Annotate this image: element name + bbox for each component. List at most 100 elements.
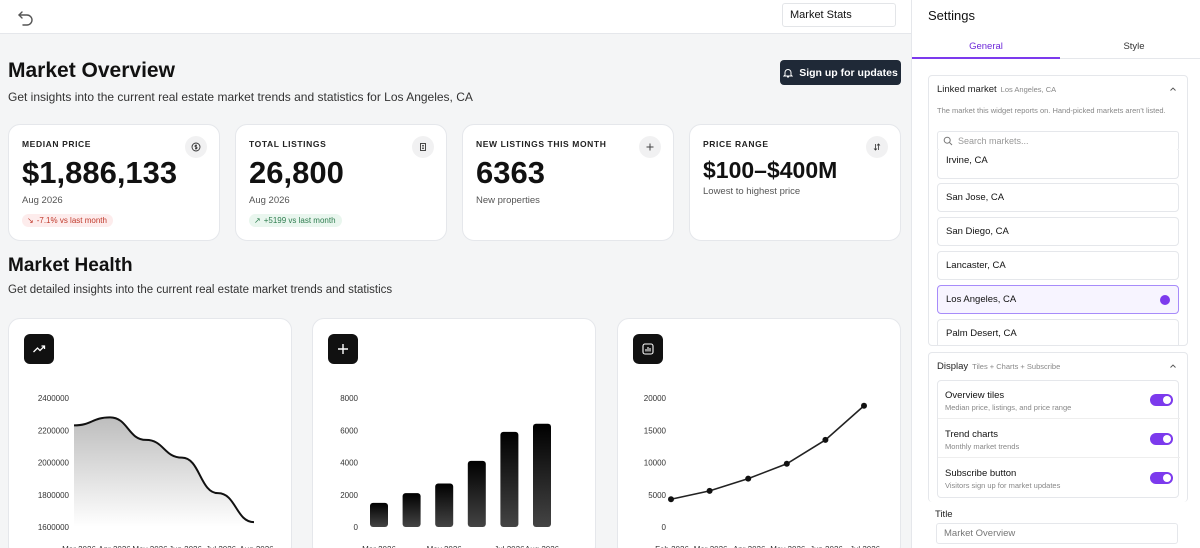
market-stats-field[interactable]: Market Stats: [782, 3, 896, 27]
market-item-los-angeles[interactable]: Los Angeles, CA: [937, 285, 1179, 314]
badge-text: -7.1% vs last month: [36, 216, 107, 225]
area-chart: 1600000 1800000 2000000 2200000 2400000 Mar 2…: [38, 394, 274, 548]
signup-button[interactable]: Sign up for updates: [780, 60, 901, 85]
tile-label: NEW LISTINGS THIS MONTH: [476, 139, 607, 149]
bar: [435, 483, 454, 527]
x-tick-label: Jul 2026: [850, 545, 881, 548]
bar: [533, 423, 551, 527]
x-tick-label: Jun 2026: [810, 545, 843, 548]
tile-label: PRICE RANGE: [703, 139, 769, 149]
active-tab-indicator: [912, 57, 1060, 59]
tab-general[interactable]: General: [969, 41, 1003, 52]
title-input[interactable]: Market Overview: [936, 523, 1178, 544]
market-item-label: Los Angeles, CA: [946, 294, 1017, 305]
trend-charts-toggle[interactable]: [1150, 433, 1173, 445]
trend-up-icon: [24, 334, 54, 364]
x-tick-label: May 2026: [427, 545, 463, 548]
page-title: Market Overview: [8, 59, 175, 82]
panel-title: Settings: [928, 8, 975, 23]
row-overview-tiles: Overview tiles Median price, listings, a…: [938, 381, 1180, 419]
y-tick-label: 2400000: [38, 394, 70, 403]
data-point: [706, 487, 713, 494]
data-point: [783, 460, 790, 467]
x-tick-label: Apr 2026: [733, 545, 766, 548]
tile-value: 6363: [476, 155, 545, 190]
title-field-label: Title: [935, 509, 953, 520]
y-tick-label: 8000: [340, 394, 358, 403]
tile-note: Aug 2026: [22, 195, 63, 206]
page-subtitle: Get insights into the current real estat…: [8, 90, 473, 104]
tile-note: Aug 2026: [249, 195, 290, 206]
bar: [402, 493, 421, 527]
data-point: [822, 436, 829, 443]
x-tick-label: Feb 2026: [655, 545, 689, 548]
dollar-icon: [185, 136, 207, 158]
y-tick-label: 0: [354, 523, 359, 532]
display-header[interactable]: Display Tiles + Charts + Subscribe: [937, 361, 1060, 372]
tile-value: 26,800: [249, 155, 344, 190]
chevron-up-icon[interactable]: [1169, 85, 1177, 93]
linked-market-header[interactable]: Linked market Los Angeles, CA: [937, 84, 1056, 95]
tile-value: $1,886,133: [22, 155, 178, 190]
chart-card-new-listings: 0 2000 4000 6000 8000 Mar 2026 May 2026 Jul 202…: [312, 318, 596, 548]
tile-note: New properties: [476, 195, 540, 206]
chevron-up-icon[interactable]: [1169, 362, 1177, 370]
market-item-san-jose[interactable]: San Jose, CA: [937, 183, 1179, 212]
y-tick-label: 10000: [644, 459, 667, 468]
row-title: Subscribe button: [945, 468, 1017, 479]
check-icon: [1160, 295, 1170, 305]
section-label: Linked market: [937, 84, 997, 95]
bell-icon: [783, 68, 794, 77]
y-tick-label: 2200000: [38, 426, 70, 435]
x-tick-label: May 2026: [132, 545, 168, 548]
x-tick-label: Jul 2026: [206, 545, 237, 548]
tab-style[interactable]: Style: [1123, 41, 1145, 52]
data-point: [861, 402, 867, 409]
market-item-san-diego[interactable]: San Diego, CA: [937, 217, 1179, 246]
y-tick-label: 1600000: [38, 523, 70, 532]
y-tick-label: 2000000: [38, 459, 70, 468]
market-item-palm-desert[interactable]: Palm Desert, CA: [937, 319, 1179, 345]
bar: [467, 460, 486, 527]
tile-price-range: PRICE RANGE $100–$400M Lowest to highest…: [689, 124, 901, 241]
x-tick-label: Aug 2026: [239, 545, 274, 548]
main-canvas: Market Overview Get insights into the cu…: [0, 35, 911, 548]
section-value: Los Angeles, CA: [1000, 85, 1057, 94]
series-line: [670, 405, 865, 501]
trend-badge: ↘ -7.1% vs last month: [22, 214, 113, 227]
data-point: [745, 475, 752, 482]
trend-badge: ↗ +5199 vs last month: [249, 214, 342, 227]
subscribe-button-toggle[interactable]: [1150, 472, 1173, 484]
search-input[interactable]: Search markets...: [937, 131, 1179, 151]
section-value: Tiles + Charts + Subscribe: [972, 362, 1061, 371]
row-desc: Monthly market trends: [945, 442, 1020, 451]
row-desc: Visitors sign up for market updates: [945, 481, 1061, 490]
bar: [370, 502, 388, 527]
arrows-icon: [866, 136, 888, 158]
signup-label: Sign up for updates: [799, 66, 898, 79]
tile-total-listings: TOTAL LISTINGS 26,800 Aug 2026 ↗ +5199 v…: [235, 124, 447, 241]
market-item-irvine[interactable]: Irvine, CA: [937, 150, 1179, 179]
bar-chart-icon: [633, 334, 663, 364]
row-trend-charts: Trend charts Monthly market trends: [938, 420, 1180, 458]
section-title: Market Health: [8, 255, 133, 276]
section-subtitle: Get detailed insights into the current r…: [8, 284, 393, 296]
y-tick-label: 4000: [340, 459, 358, 468]
x-tick-label: Apr 2026: [98, 545, 131, 548]
y-tick-label: 20000: [644, 394, 667, 403]
overview-tiles-toggle[interactable]: [1150, 394, 1173, 406]
row-desc: Median price, listings, and price range: [945, 403, 1072, 412]
row-title: Overview tiles: [945, 390, 1005, 401]
plus-icon: [639, 136, 661, 158]
settings-panel: Settings General Style Linked market Los …: [911, 0, 1200, 548]
chart-card-listings-trend: 0 5000 10000 15000 20000 Feb 2026 Mar 2026 Apr …: [617, 318, 901, 548]
display-rows: Overview tiles Median price, listings, a…: [937, 380, 1180, 498]
plus-icon: [328, 334, 358, 364]
data-point: [668, 496, 674, 503]
tile-new-listings: NEW LISTINGS THIS MONTH 6363 New propert…: [462, 124, 674, 241]
bar: [500, 431, 519, 527]
arrow-up-right-icon: ↗: [254, 216, 261, 225]
undo-icon[interactable]: [16, 7, 36, 27]
top-bar: Market Stats: [0, 0, 911, 34]
market-item-lancaster[interactable]: Lancaster, CA: [937, 251, 1179, 280]
